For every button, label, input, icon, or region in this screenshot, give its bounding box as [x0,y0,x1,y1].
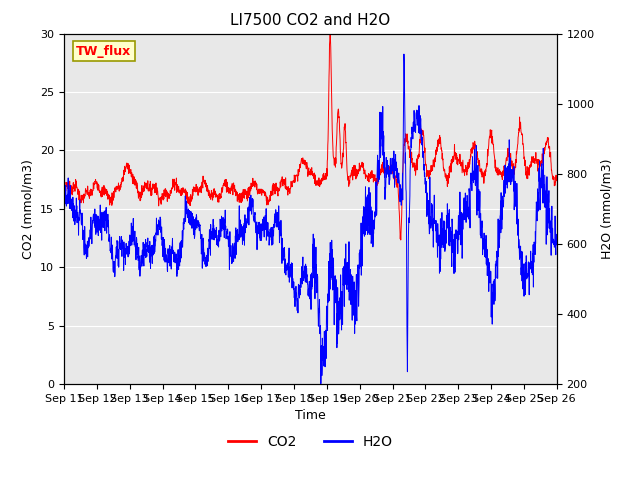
Legend: CO2, H2O: CO2, H2O [222,429,399,454]
Y-axis label: H2O (mmol/m3): H2O (mmol/m3) [600,158,613,259]
Y-axis label: CO2 (mmol/m3): CO2 (mmol/m3) [22,159,35,259]
Title: LI7500 CO2 and H2O: LI7500 CO2 and H2O [230,13,390,28]
X-axis label: Time: Time [295,409,326,422]
Text: TW_flux: TW_flux [76,45,132,58]
